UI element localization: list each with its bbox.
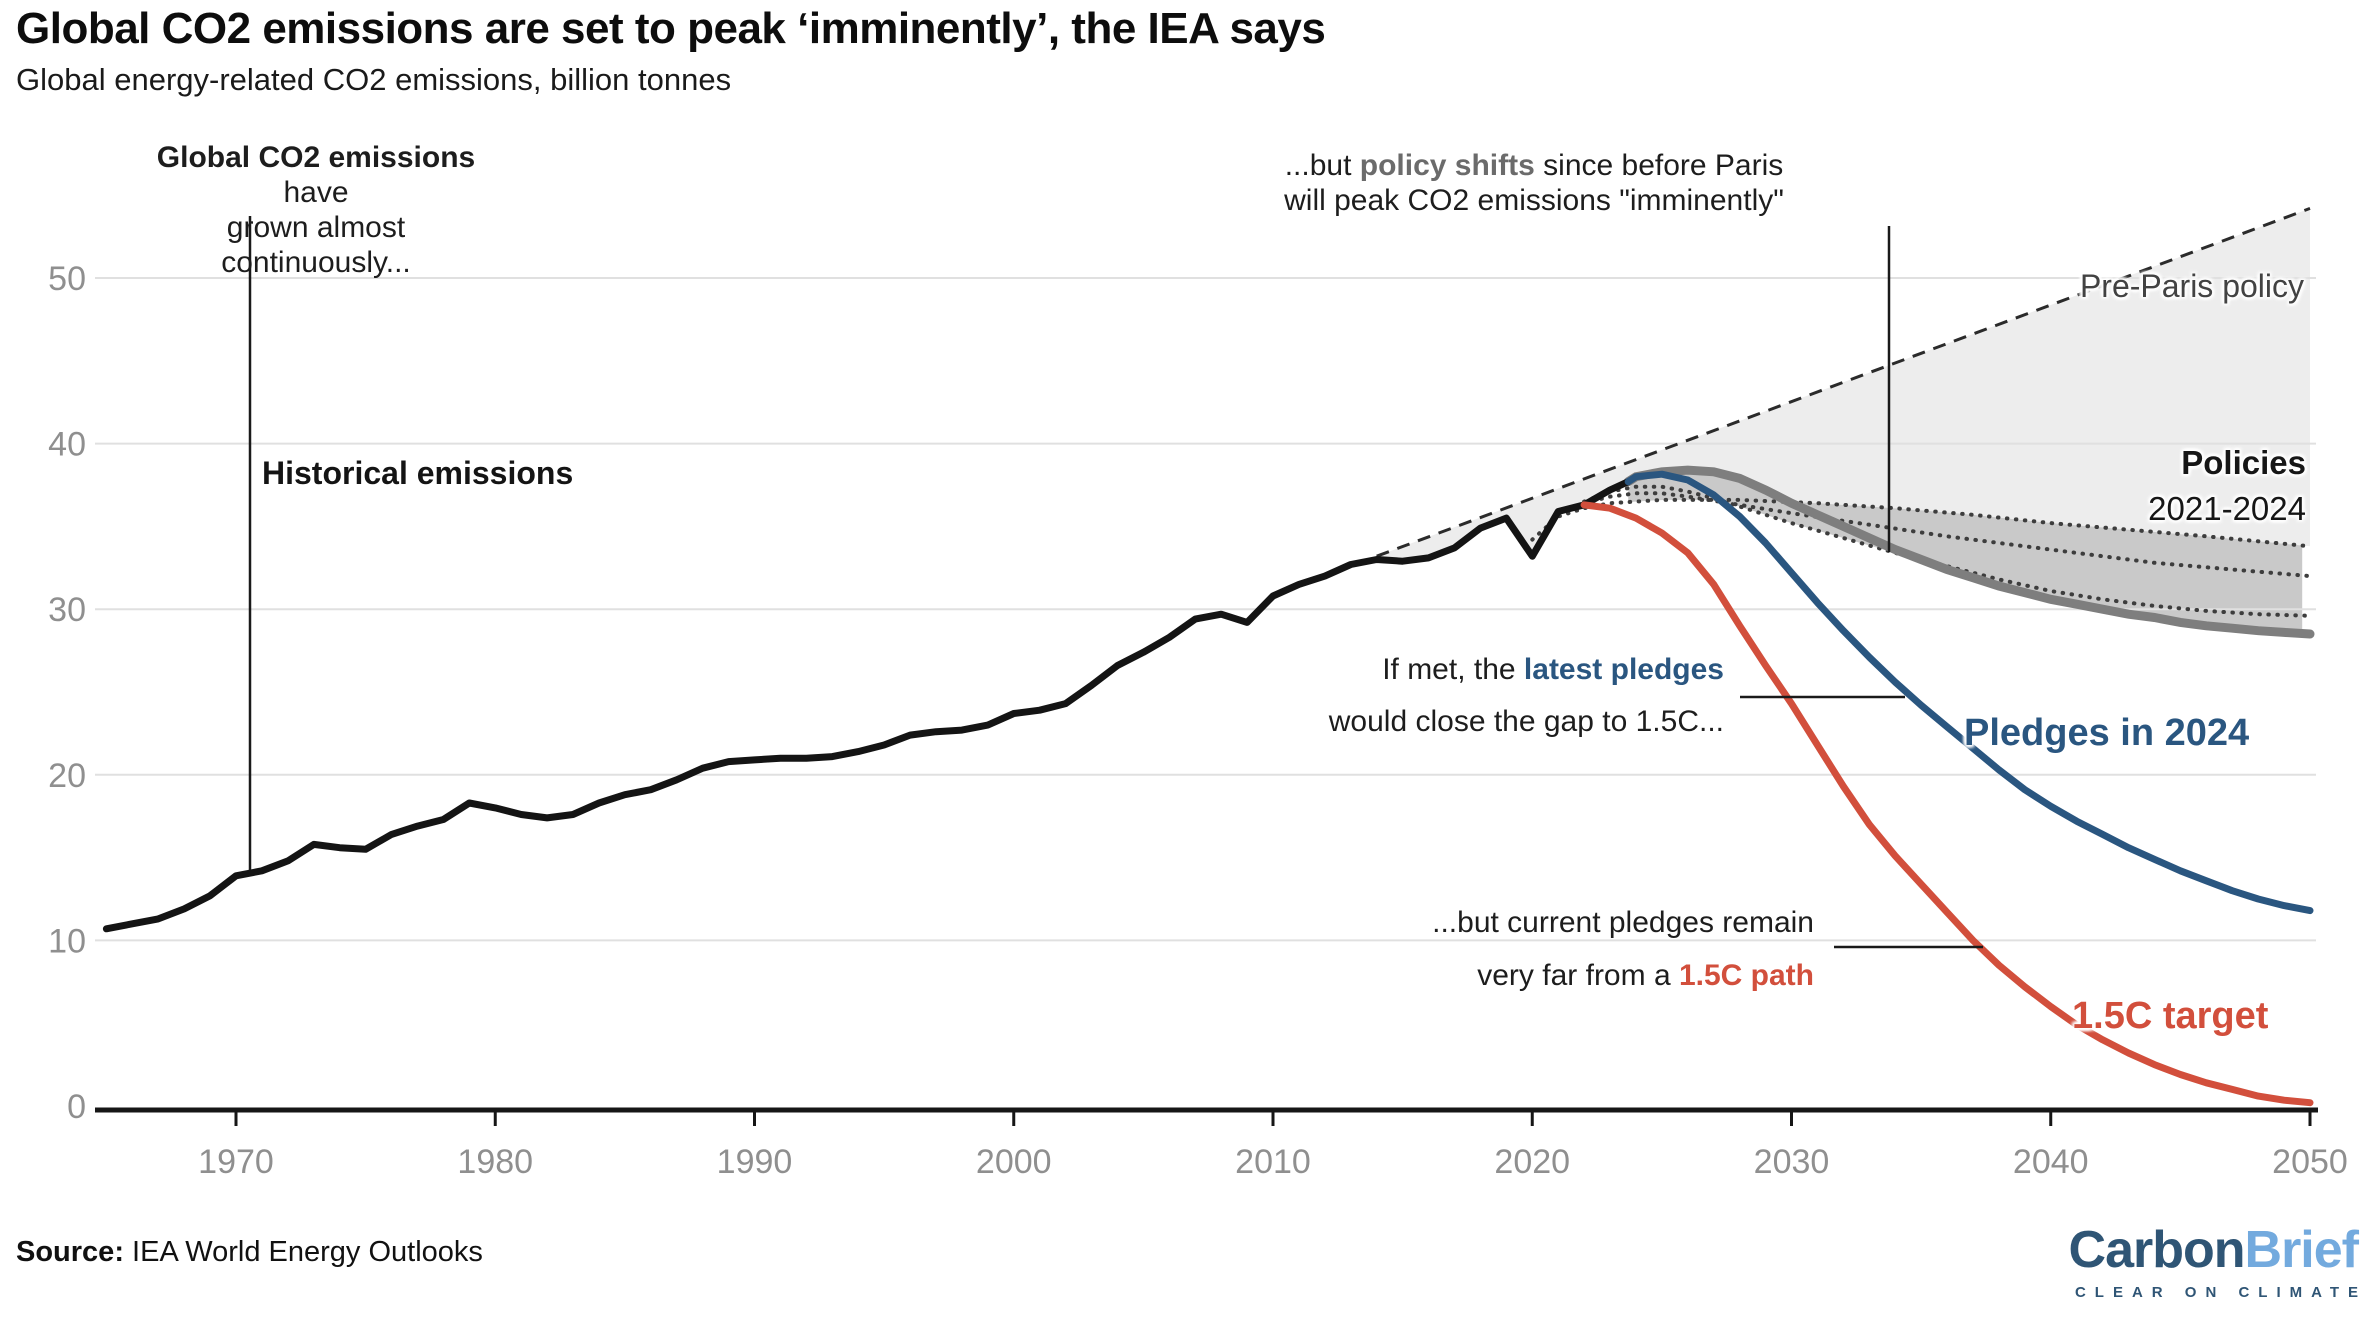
y-tick-label: 30 — [48, 591, 86, 629]
annotation-far-line1: ...but current pledges remain — [1432, 906, 1814, 939]
annotation-far-line2: very far from a 1.5C path — [1477, 959, 1814, 992]
pre-paris-policy-label: Pre-Paris policy — [2079, 268, 2304, 304]
x-tick-label: 2000 — [976, 1143, 1052, 1181]
annotation-grown: Global CO2 emissions have grown almost c… — [140, 140, 492, 280]
carbonbrief-logo: CarbonBrief CLEAR ON CLIMATE — [2068, 1220, 2359, 1301]
page-title: Global CO2 emissions are set to peak ‘im… — [16, 4, 1326, 53]
policies-label-line2: 2021-2024 — [2148, 490, 2306, 527]
x-tick-label: 2020 — [1494, 1143, 1570, 1181]
x-tick-label: 2040 — [2013, 1143, 2089, 1181]
annotation-far-from-path: ...but current pledges remain very far f… — [1380, 896, 1814, 1002]
policies-2021-2024-label: Policies 2021-2024 — [2002, 440, 2306, 532]
x-tick-label: 1980 — [457, 1143, 533, 1181]
y-tick-label: 50 — [48, 260, 86, 298]
policies-band-fill — [1628, 470, 2303, 634]
annotation-grown-line2: grown almost continuously... — [221, 211, 411, 279]
pledges-in-2024-label: Pledges in 2024 — [1964, 712, 2250, 754]
y-tick-label: 0 — [67, 1088, 86, 1126]
hist-line — [102, 478, 1632, 933]
historical-emissions-label: Historical emissions — [262, 455, 574, 491]
carbonbrief-wordmark: CarbonBrief — [2068, 1221, 2359, 1279]
y-tick-label: 10 — [48, 922, 86, 960]
policies2024-line — [1623, 465, 2315, 639]
pre-paris-wedge-fill — [1376, 208, 2310, 562]
page-subtitle: Global energy-related CO2 emissions, bil… — [16, 62, 732, 97]
target15-line — [1580, 501, 2314, 1107]
y-tick-label: 40 — [48, 426, 86, 464]
annotation-policy-line2: will peak CO2 emissions "imminently" — [1284, 184, 1784, 217]
pre_paris-line — [1376, 206, 2311, 558]
policies-label-line1: Policies — [2181, 444, 2306, 481]
annotation-gap-line2: would close the gap to 1.5C... — [1328, 705, 1724, 738]
carbonbrief-tagline: CLEAR ON CLIMATE — [2074, 1284, 2367, 1301]
x-tick-label: 2030 — [1754, 1143, 1830, 1181]
annotation-gap-line1: If met, the latest pledges — [1382, 653, 1724, 686]
source-text: IEA World Energy Outlooks — [123, 1236, 483, 1268]
x-tick-label: 1990 — [717, 1143, 793, 1181]
pledges2024-line — [1624, 470, 2314, 915]
annotation-grown-line1: Global CO2 emissions have — [156, 141, 476, 209]
y-tick-label: 20 — [48, 757, 86, 795]
d3-line — [1582, 484, 2312, 618]
source-label: Source: — [16, 1236, 124, 1268]
annotation-latest-pledges: If met, the latest pledges would close t… — [1290, 644, 1724, 748]
x-tick-label: 1970 — [198, 1143, 274, 1181]
d2-line — [1556, 491, 2312, 579]
annotation-policy-line1: ...but policy shifts since before Paris — [1284, 149, 1784, 182]
annotation-policy-shifts: ...but policy shifts since before Paris … — [1256, 148, 1812, 218]
x-tick-label: 2010 — [1235, 1143, 1311, 1181]
target-15c-label: 1.5C target — [2072, 995, 2269, 1037]
x-tick-label: 2050 — [2272, 1143, 2348, 1181]
source-note: Source: IEA World Energy Outlooks — [16, 1236, 483, 1269]
